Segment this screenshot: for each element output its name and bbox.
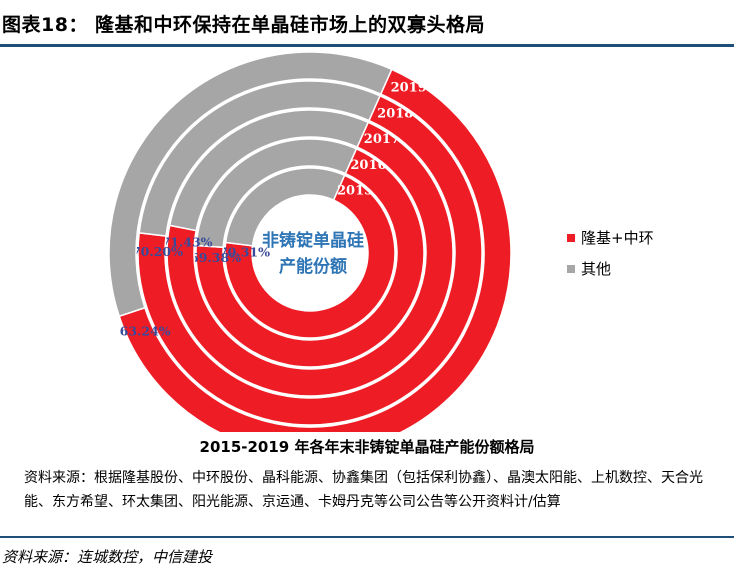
legend-item-longi-zhonghuan: 隆基+中环 <box>567 222 654 253</box>
legend: 隆基+中环 其他 <box>567 222 654 284</box>
ring-year-label-2019: 2019 <box>391 81 427 96</box>
ring-2018-longi-zhonghuan-segment <box>137 94 483 426</box>
ring-2016-longi-zhonghuan-segment <box>195 147 425 368</box>
ring-2017-other-segment <box>168 109 370 232</box>
ring-2016-other-segment <box>195 138 358 249</box>
donut-chart: 2015 70.31% 2016 69.38% 2017 71.43% 2018 70.20%… <box>108 51 512 432</box>
legend-swatch-red <box>567 233 575 242</box>
ring-2019-longi-zhonghuan-segment <box>118 68 512 432</box>
top-rule <box>0 44 734 47</box>
ring-2018-other-segment <box>138 80 381 237</box>
ring-value-label-2016: 69.38% <box>190 250 241 265</box>
figure-header: 图表18： 隆基和中环保持在单晶硅市场上的双寡头格局 <box>0 0 734 47</box>
ring-value-label-2015: 70.31% <box>219 245 270 260</box>
ring-2019-other-segment <box>108 51 393 318</box>
ring-year-label-2017: 2017 <box>364 132 400 147</box>
center-label-line-1: 非铸锭单晶硅 <box>262 230 364 251</box>
chart-rings: 2015 70.31% 2016 69.38% 2017 71.43% 2018 70.20%… <box>108 51 512 432</box>
chart-source-note: 资料来源：根据隆基股份、中环股份、晶科能源、协鑫集团（包括保利协鑫）、晶澳太阳能… <box>24 470 703 510</box>
ring-value-label-2019: 63.24% <box>120 323 171 338</box>
figure-source: 资料来源：连城数控，中信建投 <box>2 548 213 566</box>
legend-item-other: 其他 <box>567 253 654 284</box>
ring-2017-longi-zhonghuan-segment <box>166 121 454 397</box>
chart-caption: 2015-2019 年各年末非铸锭单晶硅产能份额格局 <box>199 438 535 456</box>
bottom-rule <box>0 536 734 538</box>
ring-year-label-2015: 2015 <box>337 184 373 199</box>
ring-value-label-2017: 71.43% <box>162 234 213 249</box>
ring-2015-other-segment <box>224 167 346 247</box>
ring-year-label-2016: 2016 <box>350 158 386 173</box>
legend-label: 其他 <box>581 260 612 278</box>
ring-value-label-2018: 70.20% <box>132 244 183 259</box>
ring-year-label-2018: 2018 <box>377 106 413 121</box>
figure-title: 图表18： 隆基和中环保持在单晶硅市场上的双寡头格局 <box>2 14 486 36</box>
legend-label: 隆基+中环 <box>581 229 654 247</box>
center-label-line-2: 产能份额 <box>279 256 347 277</box>
legend-swatch-grey <box>567 264 575 273</box>
ring-2015-longi-zhonghuan-segment <box>224 174 396 339</box>
